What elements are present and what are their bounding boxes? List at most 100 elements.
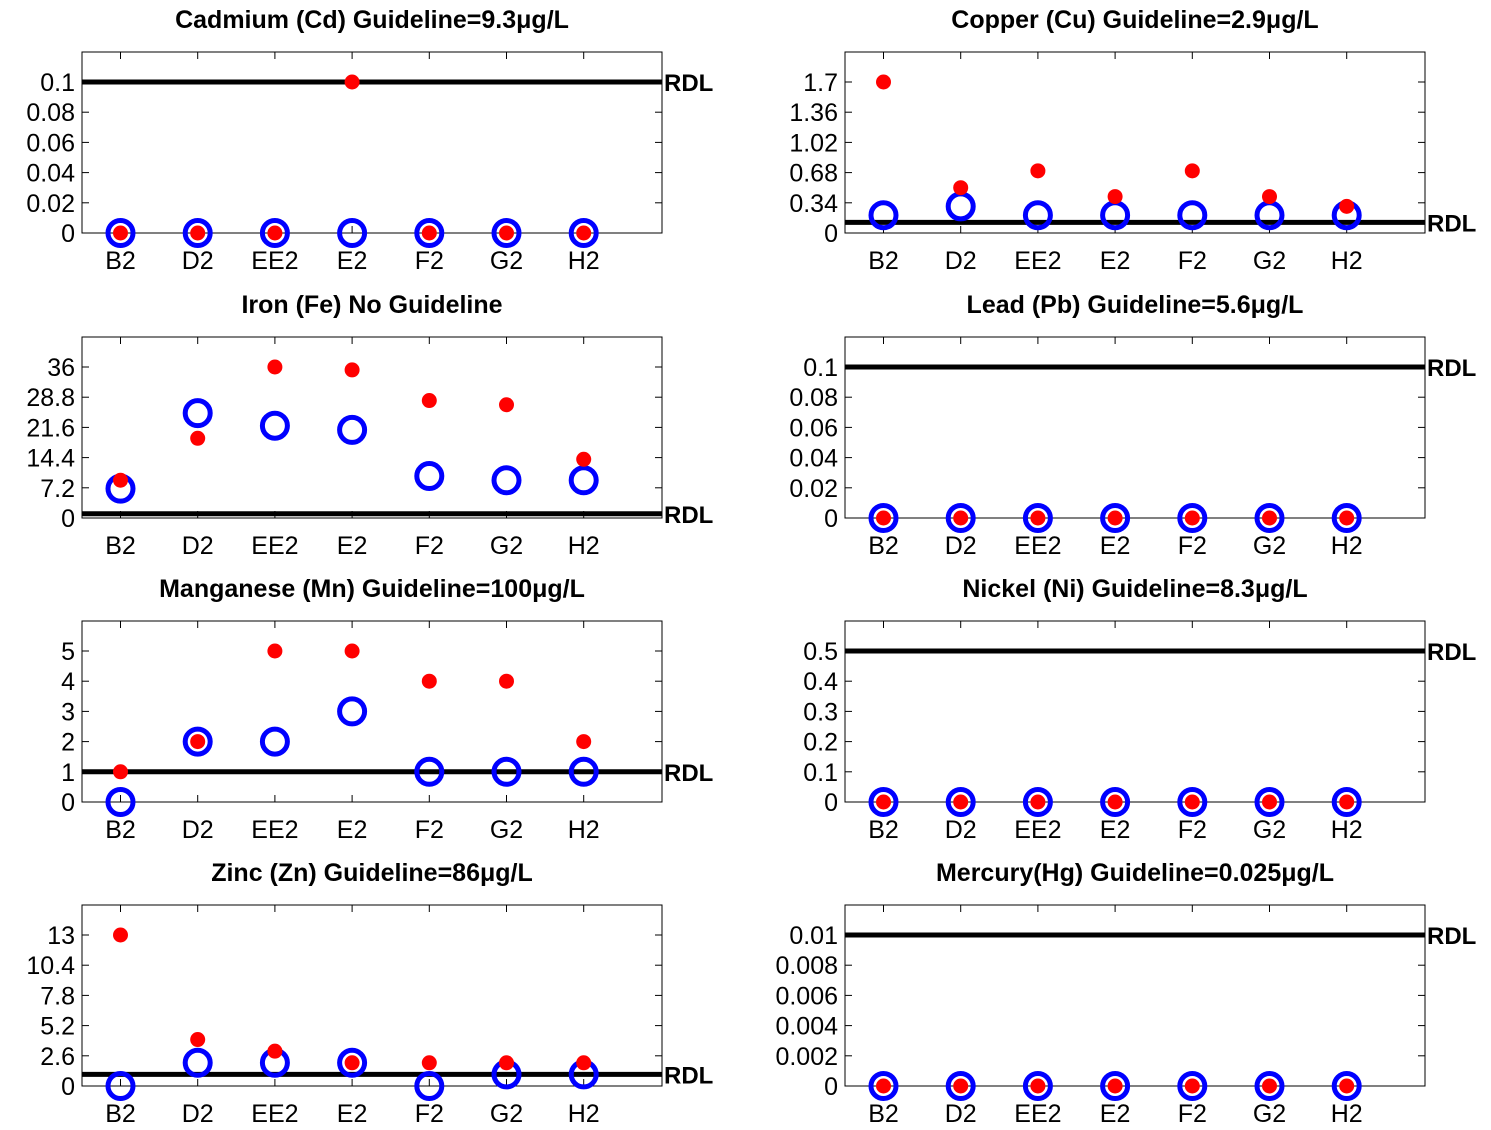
filled-dot-point xyxy=(421,393,437,409)
y-tick-label: 0.002 xyxy=(775,1043,838,1071)
open-circle-point xyxy=(337,414,368,445)
open-circle-point xyxy=(259,410,290,441)
x-tick-label: G2 xyxy=(1253,247,1286,275)
x-tick-label: EE2 xyxy=(251,1100,298,1128)
open-circle-point xyxy=(337,696,368,727)
open-circle-point xyxy=(945,191,976,222)
x-tick-label: H2 xyxy=(1331,532,1363,560)
open-circle-point xyxy=(868,503,899,533)
filled-dot-point xyxy=(190,225,206,241)
filled-dot-point xyxy=(1184,510,1200,526)
y-tick-label: 1.02 xyxy=(789,129,838,157)
filled-dot-point xyxy=(953,1078,969,1094)
x-tick-label: E2 xyxy=(337,1100,368,1128)
plot-frame xyxy=(844,904,1426,1087)
y-tick-label: 0 xyxy=(824,789,838,817)
x-tick-label: D2 xyxy=(182,816,214,844)
y-tick-label: 0 xyxy=(61,505,75,533)
rdl-label: RDL xyxy=(1427,210,1476,237)
y-tick-label: 0.06 xyxy=(26,129,75,157)
y-tick-label: 0.5 xyxy=(803,638,838,666)
filled-dot-point xyxy=(421,673,437,689)
filled-dot-point xyxy=(876,794,891,810)
x-tick-label: E2 xyxy=(1100,1100,1131,1128)
y-tick-label: 2.6 xyxy=(40,1043,75,1071)
x-tick-label: EE2 xyxy=(1014,532,1061,560)
rdl-label: RDL xyxy=(664,70,713,97)
plot-frame xyxy=(81,620,663,803)
open-circle-point xyxy=(337,218,368,248)
y-tick-label: 0 xyxy=(824,220,838,248)
open-circle-point xyxy=(491,218,522,248)
plot-frame xyxy=(81,904,663,1087)
filled-dot-point xyxy=(1339,198,1355,214)
x-tick-label: E2 xyxy=(1100,816,1131,844)
filled-dot-point xyxy=(1107,1078,1123,1094)
x-tick-label: G2 xyxy=(490,532,523,560)
open-circle-point xyxy=(1100,503,1131,533)
chart-title: Zinc (Zn) Guideline=86μg/L xyxy=(211,859,533,887)
y-tick-label: 28.8 xyxy=(26,384,75,412)
open-circle-point xyxy=(105,1071,136,1101)
y-tick-label: 7.8 xyxy=(40,982,75,1010)
chart-panel-7: Mercury(Hg) Guideline=0.025μg/L00.0020.0… xyxy=(775,859,1476,1128)
y-tick-label: 0 xyxy=(61,789,75,817)
filled-dot-point xyxy=(1030,163,1046,179)
filled-dot-point xyxy=(576,451,592,467)
open-circle-point xyxy=(1177,787,1208,817)
filled-dot-point xyxy=(267,225,283,241)
y-tick-label: 0.04 xyxy=(789,445,838,473)
y-tick-label: 3 xyxy=(61,698,75,726)
open-circle-point xyxy=(1022,787,1053,817)
x-tick-label: E2 xyxy=(1100,247,1131,275)
y-tick-label: 5 xyxy=(61,638,75,666)
y-tick-label: 0.68 xyxy=(789,160,838,188)
open-circle-point xyxy=(491,465,522,496)
x-tick-label: D2 xyxy=(945,816,977,844)
y-tick-label: 0.008 xyxy=(775,952,838,980)
filled-dot-point xyxy=(1339,510,1355,526)
x-tick-label: D2 xyxy=(945,1100,977,1128)
y-tick-label: 0 xyxy=(61,1073,75,1101)
chart-panel-6: Zinc (Zn) Guideline=86μg/L 02.65.2 7.810.4… xyxy=(26,859,713,1128)
open-circle-point xyxy=(1177,200,1208,231)
x-tick-label: D2 xyxy=(182,532,214,560)
open-circle-point xyxy=(182,726,213,757)
filled-dot-point xyxy=(1107,189,1123,205)
y-tick-label: 0.01 xyxy=(789,922,838,950)
filled-dot-point xyxy=(267,643,283,659)
filled-dot-point xyxy=(953,510,969,526)
chart-title: Copper (Cu) Guideline=2.9μg/L xyxy=(951,6,1318,34)
y-tick-label: 0.4 xyxy=(803,668,838,696)
filled-dot-point xyxy=(190,1032,206,1048)
open-circle-point xyxy=(568,756,599,787)
rdl-label: RDL xyxy=(664,1062,713,1089)
x-tick-label: B2 xyxy=(868,247,899,275)
open-circle-point xyxy=(414,1071,445,1101)
chart-panel-5: Nickel (Ni) Guideline=8.3μg/L00.10.20.30… xyxy=(803,575,1476,844)
chart-title: Lead (Pb) Guideline=5.6μg/L xyxy=(967,291,1304,319)
x-tick-label: G2 xyxy=(490,247,523,275)
plot-frame xyxy=(844,620,1426,803)
rdl-label: RDL xyxy=(1427,639,1476,666)
x-tick-label: E2 xyxy=(337,532,368,560)
y-tick-label: 1 xyxy=(61,759,75,787)
rdl-label: RDL xyxy=(664,502,713,529)
y-tick-label: 36 xyxy=(47,354,75,382)
open-circle-point xyxy=(1254,503,1285,533)
x-tick-label: EE2 xyxy=(1014,1100,1061,1128)
open-circle-point xyxy=(337,1047,368,1078)
open-circle-point xyxy=(1177,1071,1208,1101)
filled-dot-point xyxy=(499,1055,514,1071)
plot-frame xyxy=(844,336,1426,519)
y-tick-label: 5.2 xyxy=(40,1013,75,1041)
x-tick-label: EE2 xyxy=(251,247,298,275)
open-circle-point xyxy=(945,787,976,817)
filled-dot-point xyxy=(953,794,969,810)
y-tick-label: 0.1 xyxy=(803,354,838,382)
filled-dot-point xyxy=(576,1055,592,1071)
y-tick-label: 0.02 xyxy=(789,475,838,503)
chart-panel-2: Iron (Fe) No Guideline 07.214.4 21.628.836… xyxy=(26,291,713,560)
x-tick-label: G2 xyxy=(490,1100,523,1128)
chart-panel-3: Lead (Pb) Guideline=5.6μg/L 00.020.04 0.06… xyxy=(789,291,1476,560)
